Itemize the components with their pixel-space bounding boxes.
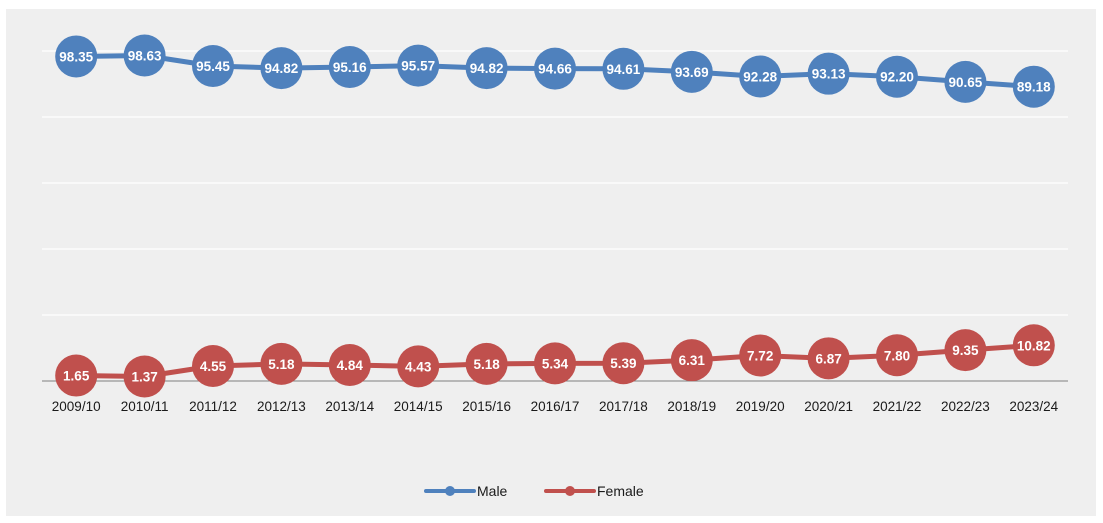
series-male: 98.35 98.63 95.45 94.82 95.16 95.57 94.82 94.66…: [55, 34, 1055, 108]
data-label: 95.16: [333, 60, 367, 75]
data-point: [739, 55, 782, 98]
legend-item-male: Male: [424, 483, 508, 499]
data-point: [602, 342, 645, 385]
data-point: [876, 334, 918, 377]
data-point: [534, 47, 576, 90]
legend: Male Female: [424, 483, 644, 499]
data-label: 7.72: [747, 349, 773, 364]
data-label: 93.69: [675, 65, 709, 80]
data-point: [397, 345, 440, 388]
data-label: 5.18: [268, 357, 295, 372]
data-label: 92.28: [743, 69, 777, 84]
x-tick-label: 2010/11: [121, 399, 169, 414]
data-point: [192, 344, 234, 387]
legend-label: Male: [477, 483, 508, 499]
data-label: 7.80: [884, 348, 910, 363]
data-point: [397, 44, 440, 87]
data-label: 98.63: [128, 49, 162, 64]
data-label: 1.37: [131, 369, 157, 384]
x-axis-tick-labels: 2009/10 2010/11 2011/12 2012/13 2013/14 2014/…: [52, 399, 1059, 414]
data-point: [1012, 324, 1055, 367]
x-tick-label: 2023/24: [1009, 399, 1058, 414]
data-label: 90.65: [949, 75, 983, 90]
data-label: 98.35: [59, 49, 93, 64]
data-point: [55, 354, 98, 397]
data-label: 89.18: [1017, 80, 1051, 95]
data-label: 94.82: [265, 61, 299, 76]
data-label: 94.66: [538, 62, 572, 77]
x-tick-label: 2015/16: [462, 399, 511, 414]
data-label: 5.39: [610, 356, 636, 371]
legend-item-female: Female: [544, 483, 644, 499]
data-label: 1.65: [63, 369, 90, 384]
x-tick-label: 2021/22: [873, 399, 922, 414]
data-label: 94.82: [470, 61, 504, 76]
data-point: [670, 339, 713, 382]
series-female: 1.65 1.37 4.55 5.18 4.84 4.43 5.18 5.34 5.39 6.31…: [55, 324, 1055, 398]
data-point: [192, 45, 234, 88]
data-label: 4.55: [200, 359, 227, 374]
data-point: [123, 355, 166, 398]
x-tick-label: 2011/12: [189, 399, 237, 414]
data-label: 10.82: [1017, 338, 1051, 353]
data-point: [670, 50, 713, 93]
x-tick-label: 2020/21: [804, 399, 853, 414]
gridlines: [42, 50, 1068, 316]
x-tick-label: 2019/20: [736, 399, 785, 414]
x-tick-label: 2009/10: [52, 399, 101, 414]
x-tick-label: 2017/18: [599, 399, 648, 414]
data-label: 5.18: [473, 357, 500, 372]
legend-marker: [445, 486, 455, 496]
data-label: 4.84: [337, 358, 364, 373]
chart-panel: 2009/10 2010/11 2011/12 2012/13 2013/14 2014/…: [6, 9, 1096, 516]
data-point: [465, 47, 508, 90]
data-point: [739, 334, 782, 377]
x-tick-label: 2016/17: [531, 399, 580, 414]
data-point: [328, 344, 371, 387]
data-point: [602, 47, 645, 90]
data-point: [944, 60, 987, 103]
x-tick-label: 2014/15: [394, 399, 443, 414]
data-label: 6.31: [679, 353, 706, 368]
data-point: [465, 342, 508, 385]
x-tick-label: 2012/13: [257, 399, 306, 414]
x-tick-label: 2022/23: [941, 399, 990, 414]
x-tick-label: 2018/19: [667, 399, 716, 414]
x-tick-label: 2013/14: [325, 399, 374, 414]
data-label: 95.45: [196, 59, 230, 74]
data-point: [260, 342, 303, 385]
data-label: 9.35: [952, 343, 979, 358]
data-point: [534, 342, 576, 385]
data-label: 4.43: [405, 359, 432, 374]
data-label: 93.13: [812, 67, 846, 82]
legend-label: Female: [597, 483, 644, 499]
data-point: [944, 329, 987, 372]
data-label: 95.57: [401, 59, 435, 74]
data-label: 94.61: [607, 62, 641, 77]
data-label: 6.87: [815, 351, 841, 366]
data-label: 92.20: [880, 70, 914, 85]
line-chart: 2009/10 2010/11 2011/12 2012/13 2013/14 2014/…: [42, 34, 1068, 499]
data-point: [260, 47, 303, 90]
data-point: [1012, 65, 1055, 108]
data-point: [55, 35, 98, 78]
data-label: 5.34: [542, 356, 569, 371]
data-point: [328, 45, 371, 88]
data-point: [807, 337, 850, 380]
data-point: [807, 52, 850, 95]
data-point: [876, 55, 918, 98]
legend-marker: [565, 486, 575, 496]
data-point: [123, 34, 166, 77]
